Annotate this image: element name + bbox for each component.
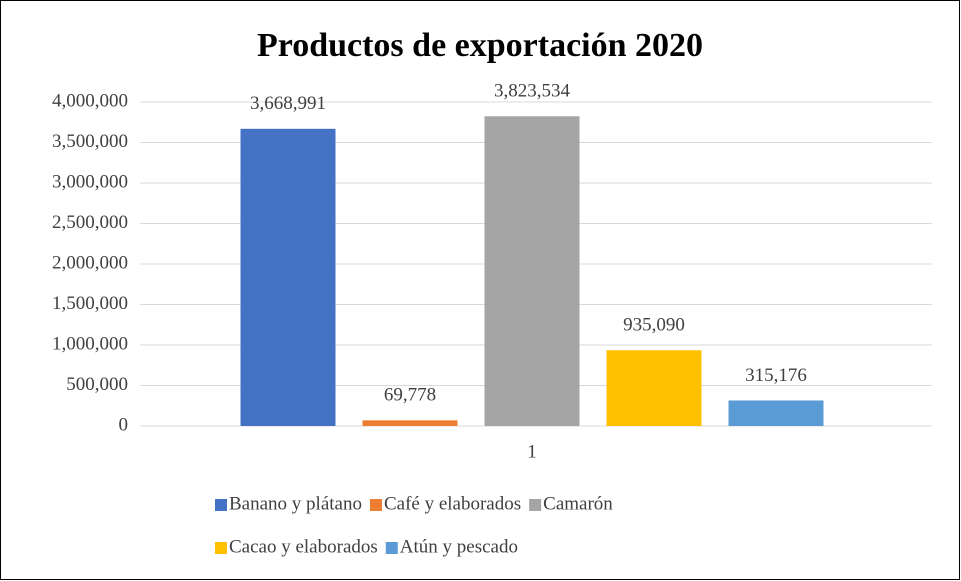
- y-tick-label: 2,000,000: [52, 252, 128, 273]
- legend-swatch: [215, 542, 227, 554]
- legend-label: Cacao y elaborados: [229, 536, 378, 557]
- chart-title: Productos de exportación 2020: [257, 27, 703, 64]
- data-label: 315,176: [745, 365, 807, 386]
- bar: [362, 420, 458, 426]
- legend-label: Atún y pescado: [400, 536, 518, 557]
- data-label: 3,823,534: [494, 81, 571, 102]
- y-tick-label: 2,500,000: [52, 212, 128, 233]
- legend-swatch: [215, 499, 227, 511]
- y-tick-label: 3,500,000: [52, 131, 128, 152]
- legend-label: Camarón: [543, 493, 613, 514]
- legend-swatch: [369, 499, 382, 511]
- y-tick-label: 1,500,000: [52, 293, 128, 314]
- y-tick-label: 3,000,000: [52, 171, 128, 192]
- legend-swatch: [385, 542, 398, 554]
- y-tick-label: 0: [119, 414, 129, 435]
- x-tick-label: 1: [527, 441, 537, 462]
- legend-swatch: [529, 499, 542, 511]
- y-tick-label: 1,000,000: [52, 333, 128, 354]
- y-tick-label: 4,000,000: [52, 90, 128, 111]
- bar: [240, 128, 336, 427]
- legend-label: Banano y plátano: [229, 493, 362, 514]
- y-tick-label: 500,000: [66, 374, 128, 395]
- data-label: 69,778: [384, 385, 436, 406]
- bar: [728, 400, 824, 426]
- data-label: 935,090: [623, 315, 685, 336]
- bar: [484, 116, 580, 426]
- data-label: 3,668,991: [250, 93, 326, 114]
- legend-label: Café y elaborados: [384, 493, 521, 514]
- bar: [606, 350, 702, 426]
